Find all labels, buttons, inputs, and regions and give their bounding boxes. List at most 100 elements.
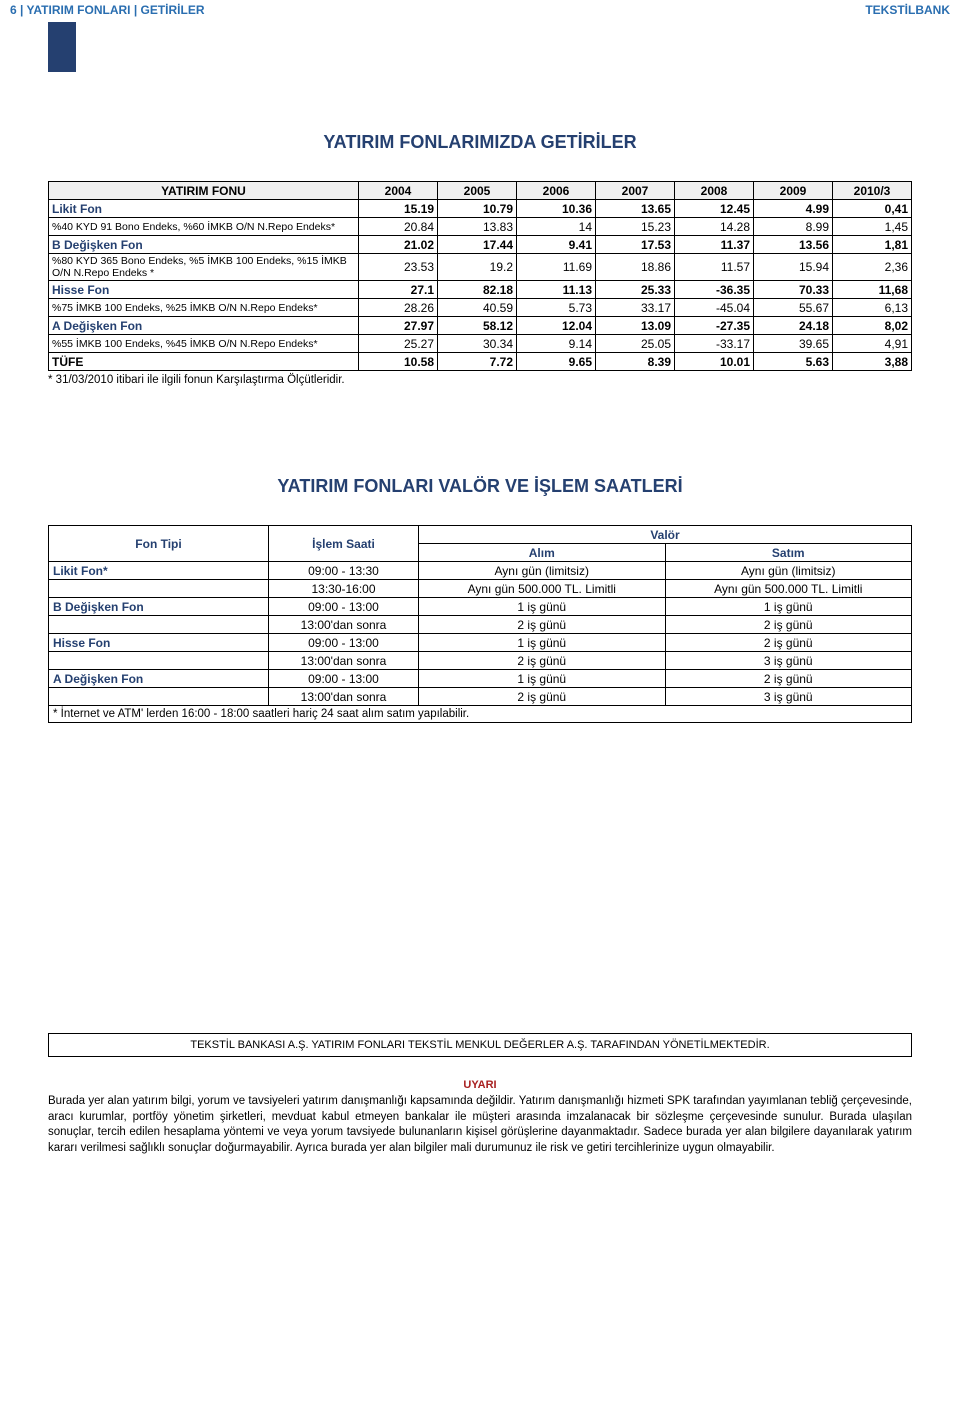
fund-cell (49, 580, 269, 598)
cell-value: 8.99 (754, 218, 833, 236)
cell-value: 15.23 (596, 218, 675, 236)
cell-value: 33.17 (596, 299, 675, 317)
cell-value: 39.65 (754, 335, 833, 353)
time-cell: 09:00 - 13:00 (269, 670, 419, 688)
cell-value: 8,02 (833, 317, 912, 335)
cell-value: 1,81 (833, 236, 912, 254)
cell-value: 17.44 (438, 236, 517, 254)
table-row: Hisse Fon09:00 - 13:001 iş günü2 iş günü (49, 634, 912, 652)
cell-value: 17.53 (596, 236, 675, 254)
cell-value: 15.94 (754, 254, 833, 281)
row-label: Likit Fon (49, 200, 359, 218)
row-label: B Değişken Fon (49, 236, 359, 254)
row-label: %40 KYD 91 Bono Endeks, %60 İMKB O/N N.R… (49, 218, 359, 236)
cell-value: 30.34 (438, 335, 517, 353)
valor-footnote: * İnternet ve ATM' lerden 16:00 - 18:00 … (48, 706, 912, 723)
table-row: %40 KYD 91 Bono Endeks, %60 İMKB O/N N.R… (49, 218, 912, 236)
fund-cell (49, 688, 269, 706)
row-label: %80 KYD 365 Bono Endeks, %5 İMKB 100 End… (49, 254, 359, 281)
row-label: Hisse Fon (49, 281, 359, 299)
col-year: 2008 (675, 182, 754, 200)
col-year: 2006 (517, 182, 596, 200)
time-cell: 09:00 - 13:00 (269, 598, 419, 616)
cell-value: 4.99 (754, 200, 833, 218)
cell-value: 13.56 (754, 236, 833, 254)
returns-header-row: YATIRIM FONU 2004 2005 2006 2007 2008 20… (49, 182, 912, 200)
cell-value: 12.04 (517, 317, 596, 335)
cell-value: 11.57 (675, 254, 754, 281)
breadcrumb: 6 | YATIRIM FONLARI | GETİRİLER (10, 3, 205, 22)
table-row: A Değişken Fon09:00 - 13:001 iş günü2 iş… (49, 670, 912, 688)
cell-value: 5.73 (517, 299, 596, 317)
satim-cell: 2 iş günü (665, 634, 912, 652)
cell-value: 28.26 (359, 299, 438, 317)
time-cell: 13:30-16:00 (269, 580, 419, 598)
time-cell: 09:00 - 13:30 (269, 562, 419, 580)
time-cell: 13:00'dan sonra (269, 688, 419, 706)
cell-value: 27.1 (359, 281, 438, 299)
fund-cell: A Değişken Fon (49, 670, 269, 688)
table-row: %80 KYD 365 Bono Endeks, %5 İMKB 100 End… (49, 254, 912, 281)
row-label: A Değişken Fon (49, 317, 359, 335)
satim-cell: Aynı gün 500.000 TL. Limitli (665, 580, 912, 598)
table-row: TÜFE10.587.729.658.3910.015.633,88 (49, 353, 912, 371)
cell-value: -45.04 (675, 299, 754, 317)
cell-value: 25.05 (596, 335, 675, 353)
fund-cell: Likit Fon* (49, 562, 269, 580)
cell-value: 13.65 (596, 200, 675, 218)
alim-cell: 2 iş günü (419, 652, 666, 670)
alim-cell: 1 iş günü (419, 670, 666, 688)
cell-value: 8.39 (596, 353, 675, 371)
cell-value: 7.72 (438, 353, 517, 371)
table-row: Hisse Fon27.182.1811.1325.33-36.3570.331… (49, 281, 912, 299)
row-label: TÜFE (49, 353, 359, 371)
cell-value: 10.36 (517, 200, 596, 218)
cell-value: 9.41 (517, 236, 596, 254)
col-year: 2005 (438, 182, 517, 200)
col-year: 2009 (754, 182, 833, 200)
cell-value: 27.97 (359, 317, 438, 335)
cell-value: 4,91 (833, 335, 912, 353)
cell-value: 11.69 (517, 254, 596, 281)
row-label: %75 İMKB 100 Endeks, %25 İMKB O/N N.Repo… (49, 299, 359, 317)
warning-block: UYARI Burada yer alan yatırım bilgi, yor… (48, 1079, 912, 1156)
alim-cell: 1 iş günü (419, 634, 666, 652)
col-fonu: YATIRIM FONU (49, 182, 359, 200)
table-row: B Değişken Fon09:00 - 13:001 iş günü1 iş… (49, 598, 912, 616)
cell-value: 24.18 (754, 317, 833, 335)
valor-header-row1: Fon Tipi İşlem Saati Valör (49, 526, 912, 544)
management-note: TEKSTİL BANKASI A.Ş. YATIRIM FONLARI TEK… (48, 1033, 912, 1057)
cell-value: 19.2 (438, 254, 517, 281)
satim-cell: Aynı gün (limitsiz) (665, 562, 912, 580)
cell-value: -36.35 (675, 281, 754, 299)
cell-value: 20.84 (359, 218, 438, 236)
cell-value: 82.18 (438, 281, 517, 299)
fund-cell (49, 652, 269, 670)
cell-value: 58.12 (438, 317, 517, 335)
warning-title: UYARI (48, 1079, 912, 1091)
table-row: 13:30-16:00Aynı gün 500.000 TL. LimitliA… (49, 580, 912, 598)
col-year: 2007 (596, 182, 675, 200)
alim-cell: 2 iş günü (419, 616, 666, 634)
table-row: 13:00'dan sonra2 iş günü3 iş günü (49, 688, 912, 706)
cell-value: 3,88 (833, 353, 912, 371)
table-row: 13:00'dan sonra2 iş günü2 iş günü (49, 616, 912, 634)
col-fontipi: Fon Tipi (49, 526, 269, 562)
cell-value: 14.28 (675, 218, 754, 236)
header-bar: 6 | YATIRIM FONLARI | GETİRİLER TEKSTİLB… (0, 0, 960, 22)
table-row: B Değişken Fon21.0217.449.4117.5311.3713… (49, 236, 912, 254)
content: YATIRIM FONLARIMIZDA GETİRİLER YATIRIM F… (0, 132, 960, 723)
cell-value: 12.45 (675, 200, 754, 218)
cell-value: 10.01 (675, 353, 754, 371)
section2-title: YATIRIM FONLARI VALÖR VE İŞLEM SAATLERİ (48, 476, 912, 497)
cell-value: 10.58 (359, 353, 438, 371)
section1-title: YATIRIM FONLARIMIZDA GETİRİLER (48, 132, 912, 153)
cell-value: 18.86 (596, 254, 675, 281)
row-label: %55 İMKB 100 Endeks, %45 İMKB O/N N.Repo… (49, 335, 359, 353)
alim-cell: Aynı gün 500.000 TL. Limitli (419, 580, 666, 598)
time-cell: 13:00'dan sonra (269, 652, 419, 670)
cell-value: 0,41 (833, 200, 912, 218)
col-alim: Alım (419, 544, 666, 562)
cell-value: 25.27 (359, 335, 438, 353)
cell-value: 25.33 (596, 281, 675, 299)
